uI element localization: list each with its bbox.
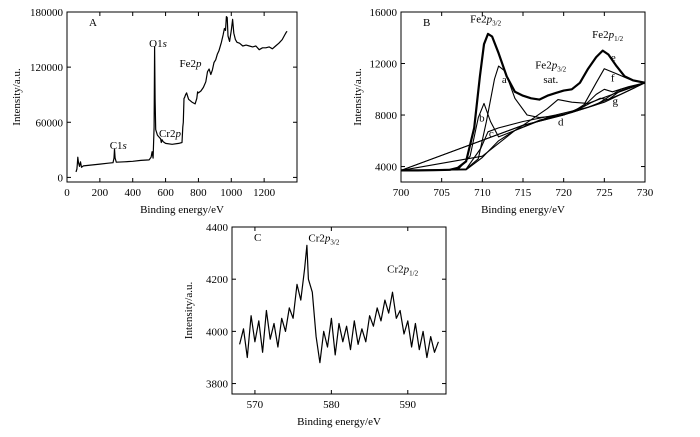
panel-b-annotation-text: f — [611, 73, 615, 85]
panel-a-annotation-text: O1 — [149, 38, 162, 50]
panel-b-annotation: a — [502, 74, 507, 86]
panel-a-annotation: O1s — [149, 38, 167, 50]
panel-a-x-tick-label: 200 — [92, 187, 109, 199]
panel-b-annotation: Fe2p3/2 — [535, 60, 566, 74]
panel-b-annotation-text: d — [558, 116, 564, 128]
panel-b-series-line-6 — [401, 68, 645, 171]
panel-c-x-tick-label: 570 — [247, 399, 264, 411]
panel-a-x-tick-label: 0 — [64, 187, 70, 199]
panel-b-x-tick-label: 705 — [433, 187, 450, 199]
panel-a-x-tick-label: 400 — [124, 187, 141, 199]
panel-a-annotation: C1s — [110, 140, 127, 152]
panel-b-annotation-subscript: 3/2 — [492, 19, 501, 27]
panel-b-annotation: Fe2p1/2 — [592, 29, 623, 43]
panel-b-annotation-text: g — [612, 96, 618, 108]
panel-c-annotation-italic: p — [403, 264, 410, 276]
panel-c-letter: C — [254, 232, 261, 244]
panel-c-x-axis-title: Binding energy/eV — [297, 416, 381, 428]
panel-a-x-tick-label: 800 — [190, 187, 207, 199]
panel-b-annotation-text: sat. — [543, 74, 558, 86]
panel-b-annotation-italic: p — [486, 13, 493, 25]
panel-b-letter: B — [423, 17, 430, 29]
panel-a-plot-frame — [66, 11, 298, 183]
panel-b-y-tick-label: 12000 — [370, 59, 398, 71]
panel-a-y-axis-title: Intensity/a.u. — [11, 68, 23, 126]
panel-b-x-tick-label: 700 — [393, 187, 410, 199]
panel-b-annotation-text: c — [489, 128, 494, 140]
panel-c-y-tick-label: 4000 — [206, 326, 229, 338]
panel-b-annotation: f — [611, 73, 615, 85]
panel-a-letter: A — [89, 17, 97, 29]
panel-a-annotation-text: C1 — [110, 140, 123, 152]
panel-c-annotation-subscript: 1/2 — [409, 270, 418, 278]
panel-b-annotation-text: Fe2 — [535, 60, 552, 72]
panel-c-y-tick-label: 4200 — [206, 274, 229, 286]
panel-b-y-tick-label: 16000 — [370, 7, 398, 19]
panel-b-annotation: c — [489, 128, 494, 140]
panel-a-x-tick-label: 1000 — [220, 187, 243, 199]
panel-c-y-axis-title: Intensity/a.u. — [183, 282, 195, 340]
panel-b-annotation-text: b — [479, 112, 485, 124]
panel-a-x-tick-label: 1200 — [253, 187, 276, 199]
panel-a-y-tick-label: 0 — [58, 172, 64, 184]
panel-b-annotation: d — [558, 116, 564, 128]
panel-a-annotation-italic: s — [163, 38, 167, 50]
panel-b-y-tick-label: 8000 — [375, 110, 398, 122]
panel-b-annotation-text: e — [611, 52, 616, 64]
panel-a-y-tick-label: 180000 — [30, 7, 64, 19]
panel-a-x-tick-label: 600 — [157, 187, 174, 199]
panel-b-series-line-1 — [401, 32, 645, 172]
panel-c-y-tick-label: 3800 — [206, 379, 229, 391]
panel-b-x-tick-label: 730 — [637, 187, 654, 199]
panel-a-annotation-italic: s — [123, 140, 127, 152]
panel-b-annotation-text: Fe2 — [470, 13, 487, 25]
panel-b-annotation: g — [612, 96, 618, 108]
panel-a-x-axis-title: Binding energy/eV — [140, 204, 224, 216]
panel-c-x-tick-label: 590 — [400, 399, 417, 411]
panel-b-y-tick-label: 4000 — [375, 162, 398, 174]
panel-c-plot-frame — [231, 226, 447, 395]
panel-b-annotation: b — [479, 112, 485, 124]
chart-panel-b: 700 705 710 715 720 725 730 4000 8000 12000 16000 B… — [352, 7, 654, 216]
panel-a-annotation-text: Fe2 — [180, 58, 197, 70]
panel-c-x-tick-label: 580 — [323, 399, 340, 411]
panel-b-x-tick-label: 725 — [596, 187, 613, 199]
panel-a-annotation: Fe2p — [180, 58, 203, 70]
panel-b-series-line-2 — [401, 65, 645, 171]
panel-a-y-tick-label: 120000 — [30, 62, 64, 74]
panel-a-series-line-1 — [75, 16, 288, 173]
chart-panel-a: 0 200 400 600 800 1000 1200 0 60000 120000 180000 B… — [11, 7, 298, 216]
panel-b-annotation-subscript: 1/2 — [614, 35, 623, 43]
panel-b-annotation-italic: p — [608, 29, 615, 41]
panel-b-annotation: sat. — [543, 74, 558, 86]
panel-a-annotation: Cr2p — [159, 128, 182, 140]
panel-c-annotation-italic: p — [324, 232, 331, 244]
panel-c-annotation: Cr2p3/2 — [308, 232, 339, 246]
panel-b-x-tick-label: 710 — [474, 187, 491, 199]
panel-b-annotation-italic: p — [551, 60, 558, 72]
panel-b-annotation-subscript: 3/2 — [557, 66, 566, 74]
panel-b-annotation-text: a — [502, 74, 507, 86]
panel-a-annotation-italic: p — [175, 128, 182, 140]
panel-b-annotation: e — [611, 52, 616, 64]
panel-c-annotation: Cr2p1/2 — [387, 264, 418, 278]
panel-b-x-tick-label: 720 — [555, 187, 572, 199]
panel-c-annotation-text: Cr2 — [387, 264, 404, 276]
panel-a-annotation-italic: p — [195, 58, 202, 70]
chart-panel-c: 570 580 590 3800 4000 4200 4400 Binding energy/… — [183, 222, 447, 428]
panel-b-series-line-8 — [401, 82, 645, 171]
panel-c-annotation-subscript: 3/2 — [330, 238, 339, 246]
panel-a-annotation-text: Cr2 — [159, 128, 176, 140]
panel-b-x-tick-label: 715 — [515, 187, 532, 199]
panel-b-x-axis-title: Binding energy/eV — [481, 204, 565, 216]
panel-b-annotation-text: Fe2 — [592, 29, 609, 41]
panel-c-y-tick-label: 4400 — [206, 222, 229, 234]
panel-b-y-axis-title: Intensity/a.u. — [352, 68, 364, 126]
panel-a-y-tick-label: 60000 — [36, 117, 64, 129]
panel-b-annotation: Fe2p3/2 — [470, 13, 501, 27]
panel-c-series-line-1 — [239, 244, 439, 364]
panel-b-series-line-4 — [401, 82, 645, 171]
panel-c-annotation-text: Cr2 — [308, 232, 325, 244]
